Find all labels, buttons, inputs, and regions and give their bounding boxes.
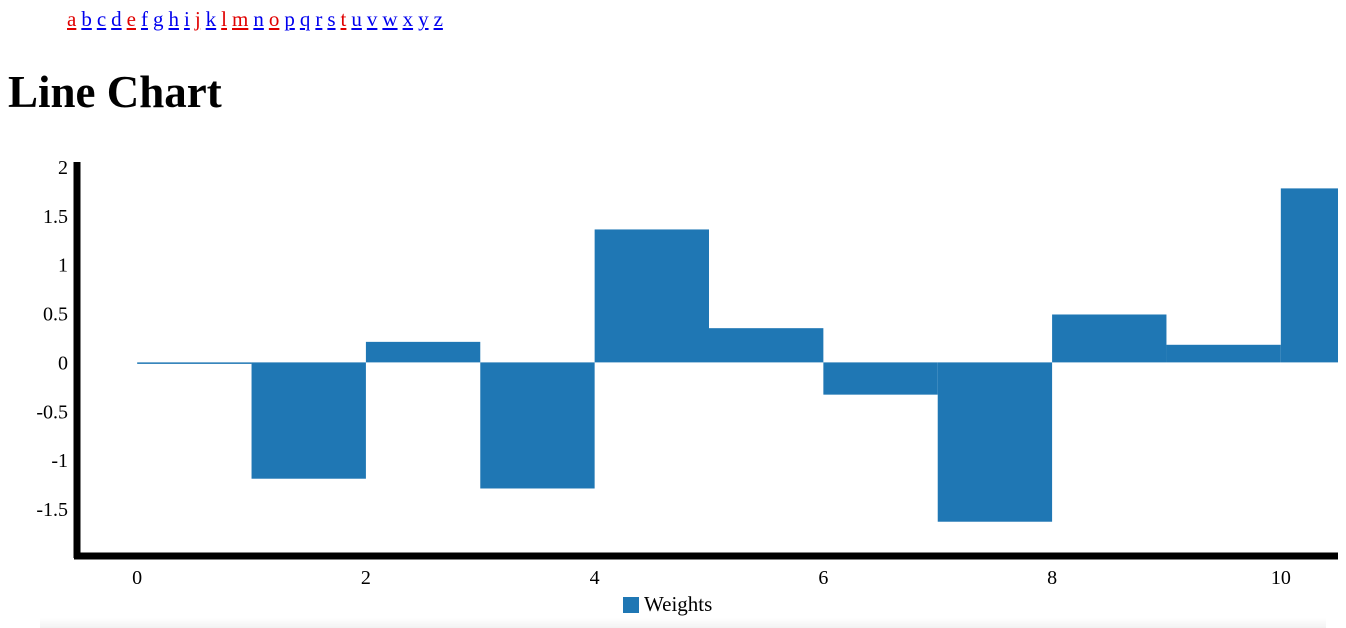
x-tick-label: 10: [1271, 567, 1291, 589]
nav-letter-v[interactable]: v: [366, 7, 378, 31]
nav-letter-n[interactable]: n: [253, 7, 264, 31]
step-segment-8: [1052, 314, 1167, 363]
legend: Weights: [623, 592, 712, 616]
y-tick-label: 0: [58, 352, 68, 374]
nav-letter-e[interactable]: e: [126, 7, 136, 31]
y-tick-labels: 2 1.5 1 0.5 0 -0.5 -1 -1.5: [36, 157, 68, 521]
step-segment-5: [709, 328, 824, 363]
nav-letter-k[interactable]: k: [205, 7, 217, 31]
step-segment-1: [251, 362, 366, 479]
step-segment-4: [594, 229, 709, 363]
step-segment-7: [937, 362, 1053, 522]
y-tick-label: -0.5: [36, 401, 68, 423]
nav-letter-m[interactable]: m: [232, 7, 249, 31]
axis-layer: [73, 162, 1338, 560]
nav-letter-h[interactable]: h: [168, 7, 179, 31]
x-tick-label: 0: [132, 567, 142, 589]
step-segment-2: [365, 341, 481, 363]
nav-letter-g[interactable]: g: [152, 7, 164, 31]
nav-letter-j[interactable]: j: [194, 7, 201, 31]
y-tick-label: 1: [58, 255, 68, 277]
x-tick-label: 6: [818, 567, 828, 589]
nav-letter-u[interactable]: u: [351, 7, 362, 31]
step-segment-9: [1166, 344, 1281, 363]
nav-letter-w[interactable]: w: [382, 7, 398, 31]
x-tick-labels: 0 2 4 6 8 10: [132, 567, 1291, 589]
y-tick-label: 0.5: [43, 304, 68, 326]
legend-swatch: [623, 597, 639, 613]
nav-letter-l[interactable]: l: [221, 7, 228, 31]
step-segment-10: [1280, 188, 1338, 363]
legend-label: Weights: [644, 592, 712, 616]
step-segment-3: [480, 362, 595, 489]
nav-letter-y[interactable]: y: [418, 7, 429, 31]
nav-letter-z[interactable]: z: [433, 7, 443, 31]
nav-letter-p[interactable]: p: [284, 7, 295, 31]
y-tick-label: -1: [51, 450, 68, 472]
nav-letter-c[interactable]: c: [96, 7, 107, 31]
nav-letter-q[interactable]: q: [299, 7, 311, 31]
nav-letter-b[interactable]: b: [81, 7, 92, 31]
x-tick-label: 4: [590, 567, 600, 589]
nav-letter-a[interactable]: a: [67, 7, 77, 31]
step-segment-6: [823, 362, 938, 395]
nav-letter-i[interactable]: i: [183, 7, 190, 31]
area-layer: [137, 188, 1338, 522]
x-tick-label: 8: [1047, 567, 1057, 589]
bottom-shadow: [40, 618, 1326, 628]
step-segment-0: [137, 362, 252, 364]
nav-letter-t[interactable]: t: [340, 7, 347, 31]
nav-letter-d[interactable]: d: [111, 7, 122, 31]
y-tick-label: 2: [58, 157, 68, 179]
nav-letter-o[interactable]: o: [268, 7, 280, 31]
x-tick-label: 2: [361, 567, 371, 589]
nav-letter-f[interactable]: f: [140, 7, 148, 31]
page-title: Line Chart: [8, 67, 222, 117]
y-tick-label: -1.5: [36, 499, 68, 521]
nav-letter-x[interactable]: x: [402, 7, 414, 31]
nav-letter-r[interactable]: r: [315, 7, 323, 31]
nav-letter-s[interactable]: s: [327, 7, 336, 31]
y-tick-label: 1.5: [43, 206, 68, 228]
